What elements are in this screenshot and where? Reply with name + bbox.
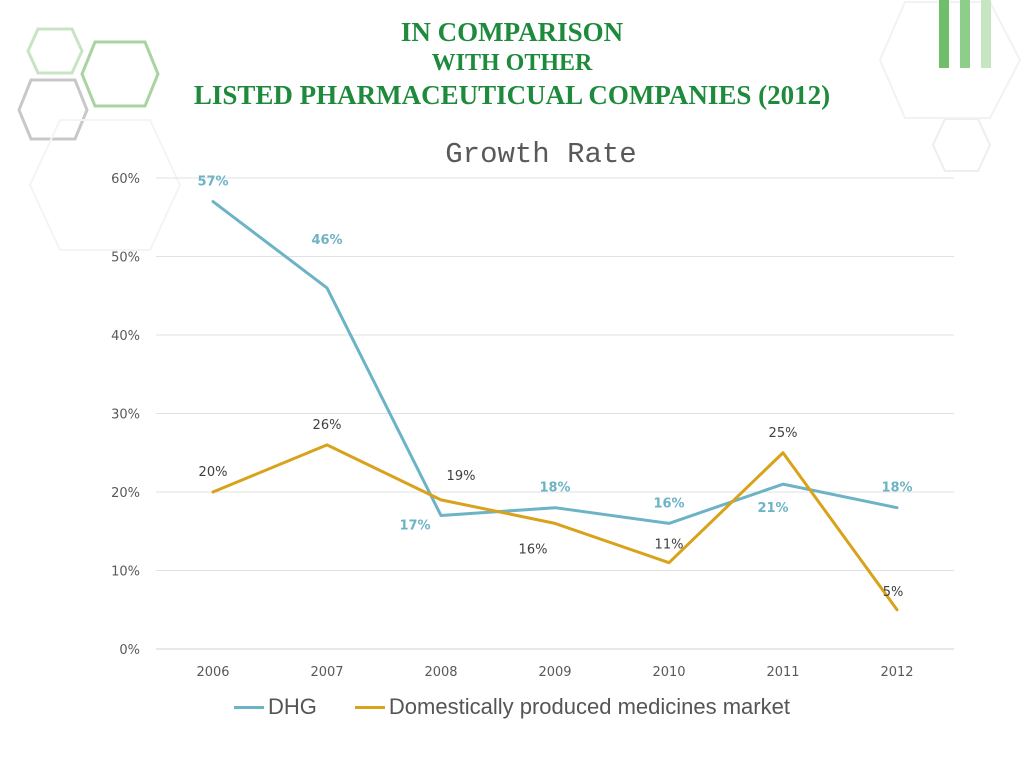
- y-tick-label: 50%: [111, 251, 140, 266]
- hexagon-decoration: [17, 78, 89, 141]
- x-tick-label: 2010: [652, 665, 685, 680]
- growth-rate-chart: Growth Rate 0% 10% 20% 30% 40% 50% 60% 2006 200…: [111, 138, 954, 680]
- data-label: 16%: [519, 542, 548, 557]
- data-label: 17%: [399, 519, 430, 534]
- data-label: 46%: [311, 233, 342, 248]
- data-label: 20%: [199, 465, 228, 480]
- hexagon-decoration: [28, 119, 182, 251]
- stripe-decoration: [939, 0, 949, 68]
- chart-title: Growth Rate: [445, 138, 636, 171]
- data-label: 26%: [313, 418, 342, 433]
- data-label: 57%: [197, 175, 228, 190]
- legend-swatch-market: [354, 705, 385, 709]
- x-tick-label: 2012: [880, 665, 913, 680]
- x-tick-label: 2006: [196, 665, 229, 680]
- legend-label-dhg: DHG: [268, 694, 317, 719]
- stripe-decoration: [960, 0, 970, 68]
- data-label: 5%: [883, 585, 904, 600]
- slide-title-line-3: LISTED PHARMACEUTICUAL COMPANIES (2012): [193, 80, 831, 110]
- y-tick-label: 60%: [111, 172, 140, 187]
- legend-item-market: Domestically produced medicines market: [354, 694, 790, 720]
- y-tick-label: 40%: [111, 329, 140, 344]
- data-label: 11%: [655, 538, 684, 553]
- data-label: 18%: [881, 481, 912, 496]
- x-tick-label: 2009: [538, 665, 571, 680]
- x-tick-label: 2007: [310, 665, 343, 680]
- y-tick-label: 20%: [111, 486, 140, 501]
- data-label: 25%: [769, 426, 798, 441]
- slide-title-line-2: WITH OTHER: [431, 50, 593, 76]
- data-label: 19%: [447, 469, 476, 484]
- x-tick-label: 2008: [424, 665, 457, 680]
- legend-item-dhg: DHG: [234, 694, 317, 720]
- slide-title-line-1: IN COMPARISON: [400, 17, 624, 47]
- chart-legend: DHG Domestically produced medicines mark…: [0, 694, 1024, 720]
- hexagon-decoration: [26, 27, 84, 75]
- y-tick-label: 0%: [119, 643, 140, 658]
- y-tick-label: 10%: [111, 565, 140, 580]
- stripe-decoration: [981, 0, 991, 68]
- y-tick-label: 30%: [111, 408, 140, 423]
- x-tick-label: 2011: [766, 665, 799, 680]
- data-label: 16%: [653, 496, 684, 511]
- legend-swatch-dhg: [234, 705, 265, 709]
- series-line-market: [211, 443, 899, 612]
- data-label: 21%: [757, 501, 788, 516]
- legend-label-market: Domestically produced medicines market: [388, 694, 790, 719]
- series-line-dhg: [211, 200, 899, 525]
- hexagon-decoration: [80, 40, 160, 108]
- slide-title: IN COMPARISON WITH OTHER LISTED PHARMACE…: [0, 16, 1024, 112]
- data-label: 18%: [539, 481, 570, 496]
